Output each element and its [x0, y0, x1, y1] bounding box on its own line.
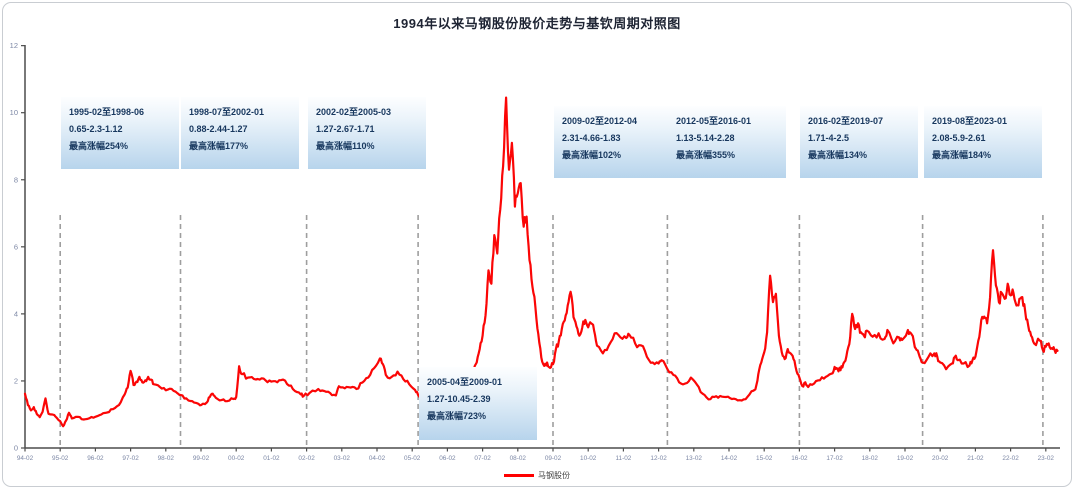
x-tick-label: 21-02 [967, 455, 984, 462]
x-tick-label: 14-02 [721, 455, 738, 462]
x-tick-label: 07-02 [474, 455, 491, 462]
x-tick-label: 23-02 [1038, 455, 1055, 462]
x-tick-label: 02-02 [298, 455, 315, 462]
price-line [23, 96, 1059, 428]
y-tick-label: 10 [10, 108, 18, 117]
x-tick-label: 10-02 [580, 455, 597, 462]
x-tick-label: 16-02 [791, 455, 808, 462]
y-tick-label: 12 [10, 41, 18, 50]
x-tick-label: 95-02 [52, 455, 69, 462]
x-tick-label: 97-02 [122, 455, 139, 462]
x-tick-label: 09-02 [545, 455, 562, 462]
chart-title: 1994年以来马钢股份股价走势与基钦周期对照图 [393, 16, 681, 31]
legend-line-swatch [504, 474, 534, 477]
chart-legend: 马钢股份 [0, 470, 1074, 481]
x-tick-label: 98-02 [158, 455, 175, 462]
x-tick-label: 01-02 [263, 455, 280, 462]
legend-label: 马钢股份 [538, 471, 570, 480]
x-tick-label: 96-02 [87, 455, 104, 462]
y-tick-label: 2 [14, 376, 18, 385]
y-tick-label: 4 [14, 309, 18, 318]
x-tick-label: 12-02 [650, 455, 667, 462]
y-tick-label: 8 [14, 175, 18, 184]
x-tick-label: 15-02 [756, 455, 773, 462]
x-tick-label: 13-02 [686, 455, 703, 462]
y-tick-label: 0 [14, 444, 18, 453]
x-tick-label: 20-02 [932, 455, 949, 462]
x-tick-label: 18-02 [862, 455, 879, 462]
x-tick-label: 03-02 [334, 455, 351, 462]
x-tick-label: 06-02 [439, 455, 456, 462]
x-tick-label: 05-02 [404, 455, 421, 462]
x-tick-label: 22-02 [1002, 455, 1019, 462]
x-tick-label: 04-02 [369, 455, 386, 462]
x-tick-label: 99-02 [193, 455, 210, 462]
x-tick-label: 17-02 [826, 455, 843, 462]
x-tick-label: 19-02 [897, 455, 914, 462]
x-tick-label: 11-02 [615, 455, 631, 462]
y-tick-label: 6 [14, 242, 18, 251]
x-tick-label: 94-02 [17, 455, 34, 462]
x-tick-label: 08-02 [510, 455, 527, 462]
x-tick-label: 00-02 [228, 455, 245, 462]
